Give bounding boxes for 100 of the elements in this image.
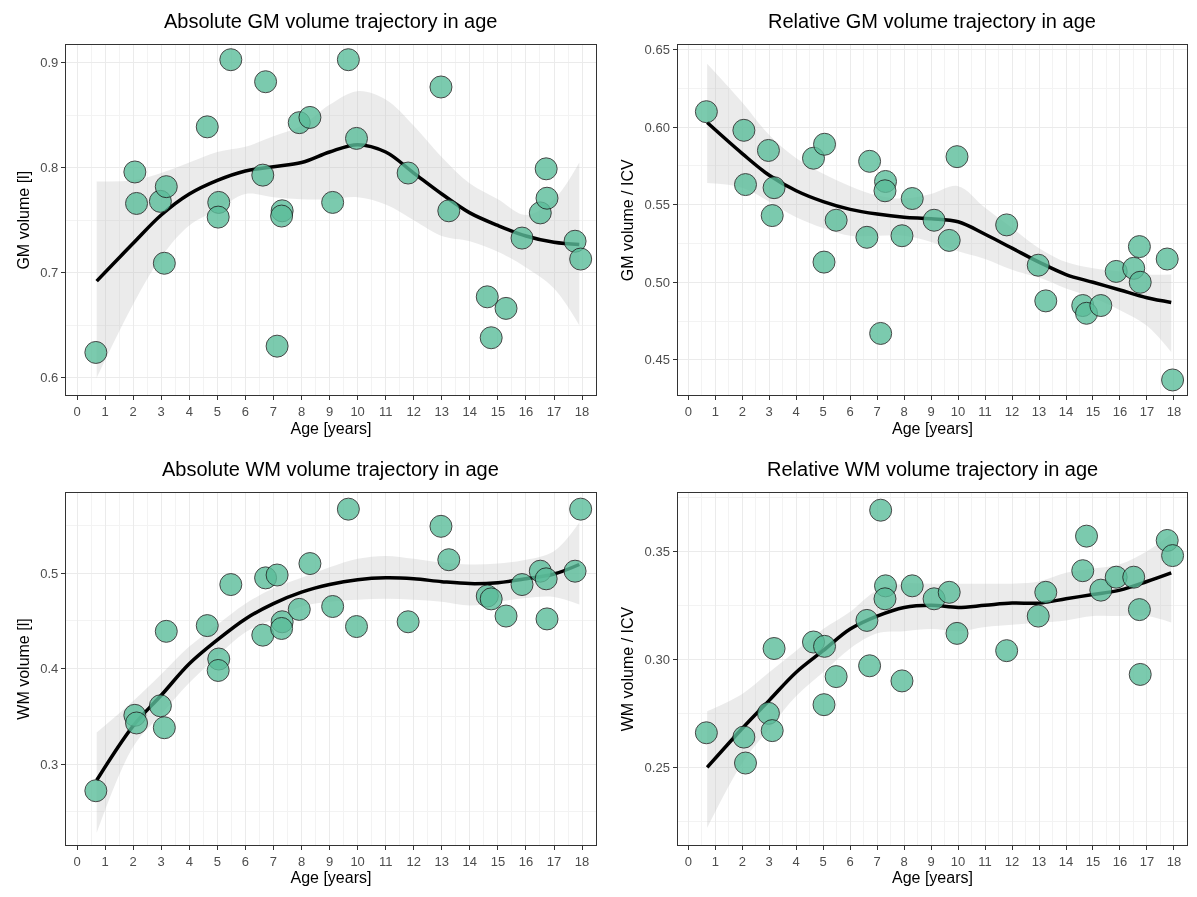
x-tick-label: 12	[406, 404, 421, 420]
x-tick-label: 16	[518, 853, 534, 869]
y-tick-label: 0.8	[40, 160, 59, 176]
x-tick-label: 13	[1031, 404, 1047, 420]
y-tick-label: 0.7	[40, 265, 59, 281]
x-tick-label: 7	[873, 853, 881, 869]
x-tick-label: 2	[129, 404, 137, 420]
x-tick-label: 9	[927, 853, 935, 869]
x-tick-label: 15	[490, 404, 506, 420]
x-tick-label: 3	[765, 404, 773, 420]
x-tick-label: 15	[1085, 853, 1101, 869]
x-tick-label: 9	[927, 404, 935, 420]
x-tick-label: 13	[1031, 853, 1047, 869]
x-tick-label: 2	[129, 853, 137, 869]
y-axis-title: WM volume / ICV	[619, 606, 637, 732]
x-tick-label: 8	[297, 853, 306, 869]
x-tick-label: 1	[711, 853, 719, 869]
x-tick-label: 17	[1139, 404, 1155, 420]
x-tick-label: 15	[490, 853, 506, 869]
x-tick-label: 2	[738, 404, 746, 420]
y-axis-title: WM volume [l]	[15, 618, 33, 720]
x-tick-label: 14	[462, 404, 478, 420]
x-tick-label: 18	[574, 853, 590, 869]
x-tick-label: 7	[269, 853, 278, 869]
x-tick-label: 17	[546, 404, 562, 420]
x-tick-label: 6	[846, 853, 854, 869]
x-tick-label: 14	[1058, 404, 1074, 420]
x-tick-label: 12	[406, 853, 421, 869]
chart-title: Absolute GM volume trajectory in age	[164, 10, 498, 32]
x-tick-label: 4	[185, 404, 193, 420]
x-tick-label: 13	[434, 853, 450, 869]
x-tick-label: 16	[1112, 404, 1128, 420]
x-axis-title: Age [years]	[290, 869, 372, 887]
x-tick-label: 0	[73, 853, 81, 869]
x-tick-label: 0	[73, 404, 81, 420]
x-tick-label: 8	[900, 853, 908, 869]
y-tick-label: 0.6	[40, 370, 59, 386]
chart-title: Absolute WM volume trajectory in age	[162, 458, 499, 480]
x-tick-label: 10	[950, 853, 966, 869]
x-tick-label: 11	[978, 853, 992, 869]
y-tick-label: 0.50	[644, 274, 670, 290]
x-axis-title: Age [years]	[891, 869, 973, 887]
x-tick-label: 2	[738, 853, 746, 869]
x-axis-title: Age [years]	[891, 419, 973, 437]
x-tick-label: 7	[269, 404, 278, 420]
x-tick-label: 16	[1112, 853, 1128, 869]
y-axis-title: GM volume [l]	[15, 170, 33, 270]
y-tick-label: 0.25	[644, 759, 670, 775]
y-tick-label: 0.60	[644, 119, 670, 135]
x-tick-label: 15	[1085, 404, 1101, 420]
x-tick-label: 10	[350, 853, 365, 869]
x-tick-label: 18	[1166, 404, 1182, 420]
y-tick-label: 0.3	[40, 756, 59, 772]
y-tick-label: 0.4	[40, 661, 59, 677]
x-tick-label: 14	[462, 853, 478, 869]
x-tick-label: 16	[518, 404, 534, 420]
x-tick-label: 12	[1004, 404, 1020, 420]
x-tick-label: 0	[684, 853, 692, 869]
x-tick-label: 6	[241, 404, 250, 420]
x-tick-label: 10	[350, 404, 365, 420]
x-tick-label: 6	[241, 853, 250, 869]
x-tick-label: 8	[297, 404, 306, 420]
x-tick-label: 4	[792, 853, 800, 869]
x-tick-label: 5	[213, 853, 221, 869]
x-tick-label: 1	[101, 404, 109, 420]
x-tick-label: 17	[546, 853, 562, 869]
x-tick-label: 5	[213, 404, 221, 420]
x-tick-label: 6	[846, 404, 854, 420]
y-tick-label: 0.5	[40, 565, 59, 581]
x-tick-label: 11	[978, 404, 992, 420]
x-tick-label: 9	[325, 853, 334, 869]
chart-title: Relative GM volume trajectory in age	[768, 10, 1096, 32]
x-tick-label: 3	[157, 853, 165, 869]
x-tick-label: 9	[325, 404, 334, 420]
x-tick-label: 17	[1139, 853, 1155, 869]
y-tick-label: 0.55	[644, 197, 670, 213]
x-tick-label: 14	[1058, 853, 1074, 869]
y-tick-label: 0.35	[644, 543, 670, 559]
x-tick-label: 11	[378, 853, 393, 869]
y-tick-label: 0.30	[644, 651, 670, 667]
x-tick-label: 3	[765, 853, 773, 869]
x-axis-title: Age [years]	[290, 419, 372, 437]
x-tick-label: 4	[185, 853, 193, 869]
x-tick-label: 18	[1166, 853, 1182, 869]
y-tick-label: 0.9	[40, 55, 59, 71]
x-tick-label: 18	[574, 404, 590, 420]
x-tick-label: 10	[950, 404, 966, 420]
y-axis-title: GM volume / ICV	[619, 159, 637, 282]
x-tick-label: 1	[101, 853, 109, 869]
x-tick-label: 0	[684, 404, 692, 420]
x-tick-label: 5	[819, 853, 827, 869]
x-tick-label: 1	[711, 404, 719, 420]
y-tick-label: 0.45	[644, 352, 670, 368]
x-tick-label: 12	[1004, 853, 1020, 869]
x-tick-label: 7	[873, 404, 881, 420]
x-tick-label: 11	[378, 404, 393, 420]
x-tick-label: 3	[157, 404, 165, 420]
chart-title: Relative WM volume trajectory in age	[767, 458, 1099, 480]
x-tick-label: 5	[819, 404, 827, 420]
y-tick-label: 0.65	[644, 42, 670, 58]
